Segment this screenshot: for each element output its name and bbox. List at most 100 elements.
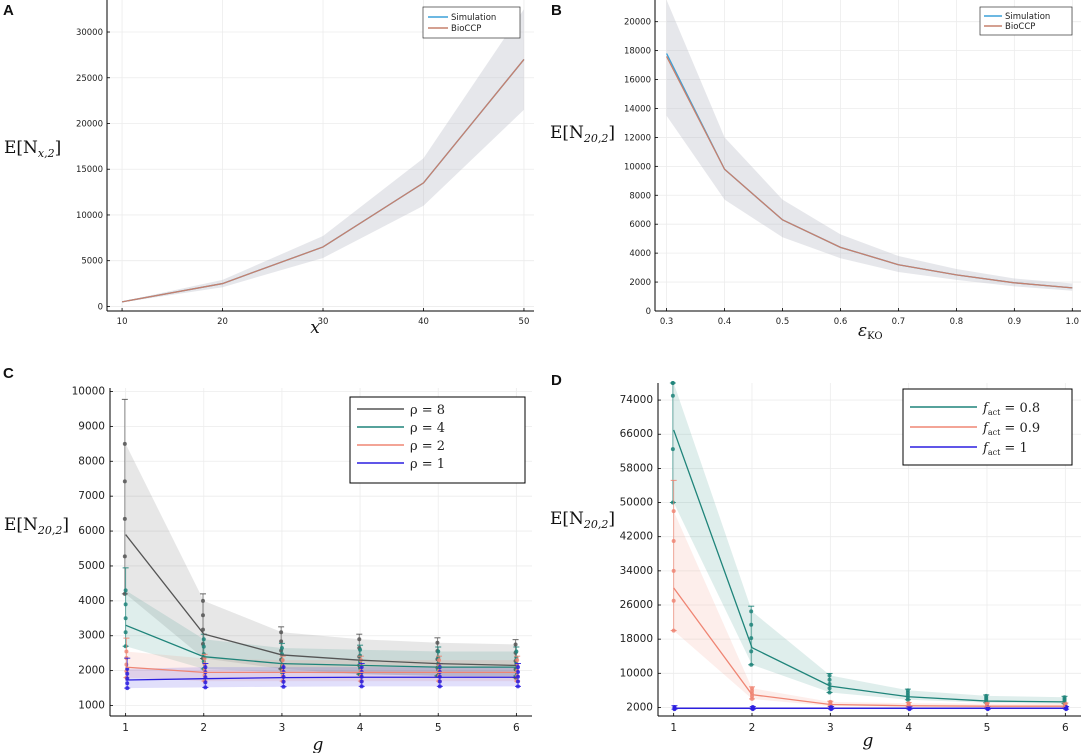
- confidence-band: [666, 0, 1073, 291]
- data-point: [670, 500, 675, 505]
- data-point: [359, 684, 364, 689]
- y-tick-label: 14000: [624, 104, 651, 114]
- data-point: [122, 591, 127, 596]
- data-point: [436, 649, 441, 654]
- data-point: [514, 649, 519, 654]
- data-point: [359, 679, 364, 684]
- y-tick-label: 18000: [624, 47, 651, 57]
- legend-label-rho-1: ρ = 1: [410, 457, 445, 472]
- y-tick-label: 10000: [76, 211, 103, 221]
- data-point: [123, 644, 128, 649]
- data-point: [125, 686, 130, 691]
- x-tick-label: 2: [200, 722, 207, 734]
- data-point: [828, 699, 833, 704]
- y-tick-label: 34000: [620, 565, 653, 577]
- series-band: [125, 651, 517, 682]
- x-tick-label: 0.8: [950, 317, 964, 327]
- series-line: [673, 587, 1066, 707]
- panel-a-xlabel: x: [310, 318, 320, 338]
- data-point: [122, 479, 127, 484]
- panel-d-legend: fact = 0.8 fact = 0.9 fact = 1: [902, 388, 1073, 466]
- data-point: [280, 658, 285, 663]
- x-tick-label: 0.5: [776, 317, 790, 327]
- y-tick-label: 26000: [620, 599, 653, 611]
- panel-c-xlabel: g: [313, 735, 324, 753]
- svg-text:E[N20,2]: E[N20,2]: [4, 515, 69, 537]
- y-tick-label: 8000: [629, 191, 651, 201]
- panel-a-legend: Simulation BioCCP: [422, 6, 521, 39]
- data-point: [827, 677, 832, 682]
- y-tick-label: 74000: [620, 394, 653, 406]
- y-tick-label: 50000: [620, 497, 653, 509]
- data-point: [279, 645, 284, 650]
- data-point: [985, 701, 989, 706]
- data-point: [1063, 701, 1068, 706]
- data-point: [1062, 695, 1067, 700]
- x-tick-label: 0.6: [834, 317, 848, 327]
- y-tick-label: 2000: [629, 278, 651, 288]
- legend-label-bioccp: BioCCP: [1005, 22, 1035, 32]
- data-point: [281, 679, 286, 684]
- panel-label-c: C: [3, 365, 14, 382]
- x-tick-label: 1: [670, 722, 677, 734]
- x-tick-label: 6: [1062, 722, 1069, 734]
- data-point: [203, 680, 208, 685]
- panel-d-xlabel: g: [863, 731, 874, 751]
- data-point: [749, 622, 754, 627]
- data-point: [359, 665, 364, 670]
- y-tick-label: 0: [98, 302, 103, 312]
- x-tick-label: 20: [217, 317, 228, 327]
- data-point: [906, 701, 911, 706]
- data-point: [122, 554, 127, 559]
- x-tick-label: 3: [279, 722, 286, 734]
- legend-label-rho-4: ρ = 4: [410, 421, 445, 436]
- y-tick-label: 20000: [624, 18, 651, 28]
- data-point: [905, 688, 910, 693]
- data-point: [515, 669, 520, 674]
- series-line: [125, 676, 517, 681]
- data-point: [123, 588, 128, 593]
- data-point: [358, 647, 363, 652]
- data-point: [357, 637, 362, 642]
- data-point: [200, 613, 205, 618]
- data-point: [515, 658, 520, 663]
- data-point: [200, 627, 205, 632]
- series-band: [125, 590, 517, 676]
- svg-text:εKO: εKO: [858, 321, 883, 342]
- x-tick-label: 0.7: [892, 317, 906, 327]
- data-point: [671, 509, 676, 514]
- data-point: [124, 649, 129, 654]
- panel-a-plot: 0 5000 10000 15000 20000 25000 30000 10 20 30 40 50: [76, 0, 534, 327]
- y-tick-label: 7000: [78, 490, 105, 502]
- x-tick-label: 5: [435, 722, 442, 734]
- svg-text:E[Nx,2]: E[Nx,2]: [4, 138, 61, 160]
- data-point: [515, 684, 520, 689]
- y-tick-label: 10000: [72, 385, 105, 397]
- panel-d-plot: 2000 10000 18000 26000 34000 42000 50000 58000 6…: [620, 381, 1081, 734]
- y-tick-label: 1000: [78, 700, 105, 712]
- y-tick-label: 30000: [76, 28, 103, 38]
- y-tick-label: 4000: [78, 595, 105, 607]
- data-point: [827, 690, 832, 695]
- data-point: [515, 679, 520, 684]
- panel-c-plot: 1000 2000 3000 4000 5000 6000 7000 8000 9000 1000…: [72, 385, 532, 734]
- panel-label-d: D: [551, 372, 562, 389]
- data-point: [203, 685, 208, 690]
- series-band: [125, 443, 517, 678]
- data-point: [670, 381, 675, 385]
- y-tick-label: 18000: [620, 633, 653, 645]
- data-point: [122, 516, 127, 521]
- x-tick-label: 1.0: [1066, 317, 1080, 327]
- y-tick-label: 42000: [620, 531, 653, 543]
- data-point: [671, 598, 676, 603]
- data-point: [122, 441, 127, 446]
- x-tick-label: 30: [318, 317, 329, 327]
- data-point: [671, 568, 676, 573]
- y-tick-label: 15000: [76, 165, 103, 175]
- y-tick-label: 2000: [78, 665, 105, 677]
- y-tick-label: 66000: [620, 428, 653, 440]
- data-point: [125, 681, 130, 686]
- y-tick-label: 20000: [76, 119, 103, 129]
- legend-label-simulation: Simulation: [1005, 12, 1050, 22]
- x-tick-label: 40: [418, 317, 429, 327]
